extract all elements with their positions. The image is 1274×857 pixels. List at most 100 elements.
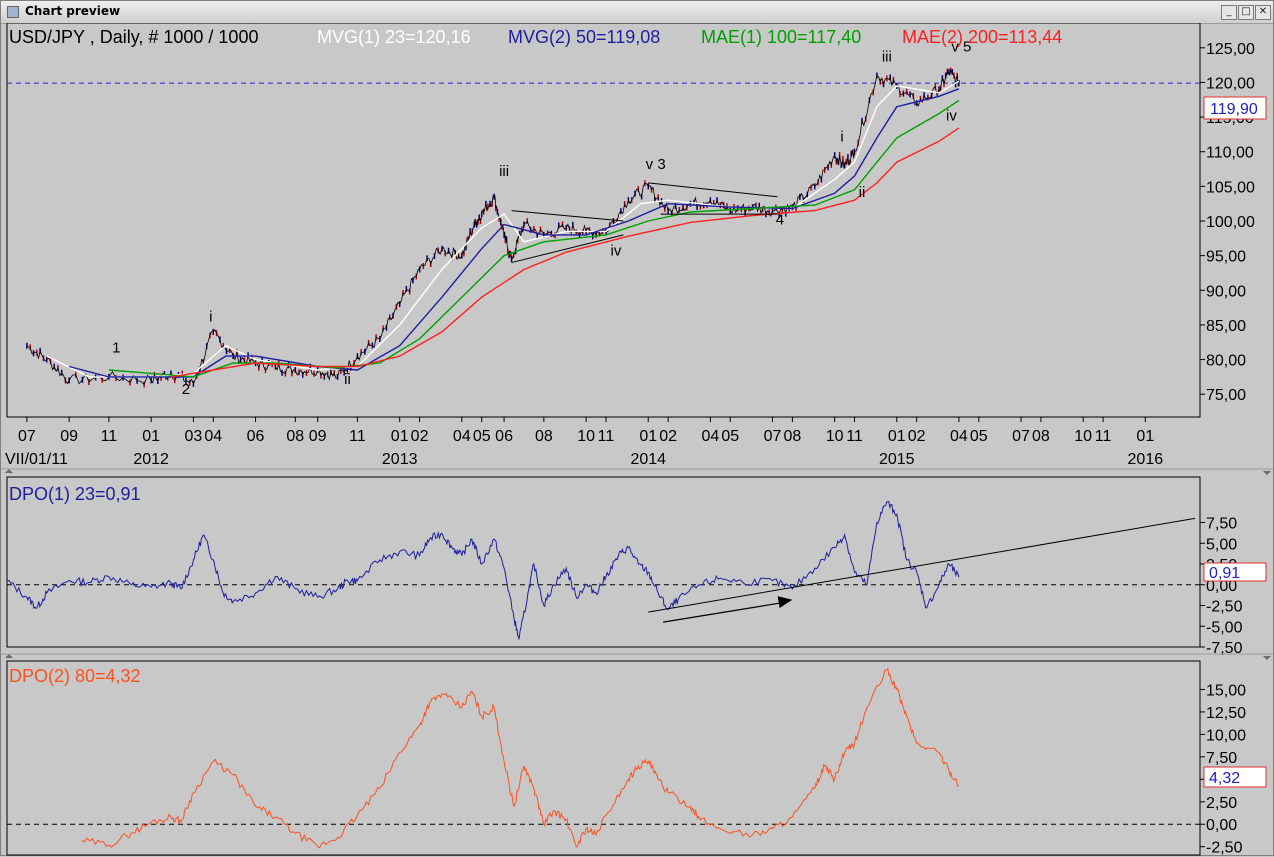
dpo2-current-box bbox=[1203, 766, 1267, 788]
time-tick-label: 05 bbox=[970, 428, 988, 445]
app-icon bbox=[7, 6, 19, 18]
time-tick-label: 02 bbox=[659, 428, 677, 445]
wave-label: 2 bbox=[182, 381, 190, 398]
wave-label: iv bbox=[946, 108, 957, 125]
dpo1-series bbox=[6, 500, 1196, 640]
time-tick-label: 01 bbox=[1136, 428, 1154, 445]
dpo1-line bbox=[6, 500, 960, 640]
price-current-value: 119,90 bbox=[1210, 101, 1258, 118]
time-tick-label: 06 bbox=[247, 428, 265, 445]
year-label: 2016 bbox=[1128, 451, 1164, 468]
dpo1-y-tick-label: 0,00 bbox=[1206, 578, 1237, 595]
trendline bbox=[511, 234, 624, 264]
dpo2-y-tick-label: 2,50 bbox=[1206, 795, 1237, 812]
price-y-tick-label: 75,00 bbox=[1206, 387, 1246, 404]
time-tick-label: 02 bbox=[908, 428, 926, 445]
mvg1-line bbox=[46, 80, 960, 378]
price-current-box bbox=[1203, 96, 1267, 120]
time-tick-label: 05 bbox=[473, 428, 491, 445]
legend-mvg2: MVG(2) 50=119,08 bbox=[508, 27, 660, 47]
dpo1-legend: DPO(1) 23=0,91 bbox=[9, 484, 141, 504]
legend-mae2: MAE(2) 200=113,44 bbox=[902, 27, 1062, 47]
time-tick-label: 10 bbox=[826, 428, 844, 445]
time-tick-label: 01 bbox=[142, 428, 160, 445]
time-tick-label: 03 bbox=[185, 428, 203, 445]
time-tick-label: 08 bbox=[535, 428, 553, 445]
wave-label: i bbox=[840, 128, 843, 145]
time-tick-label: 01 bbox=[391, 428, 409, 445]
price-y-tick-label: 120,00 bbox=[1206, 75, 1255, 92]
time-tick-label: 07 bbox=[1012, 428, 1030, 445]
year-label: 2012 bbox=[133, 451, 169, 468]
wave-label: i bbox=[209, 308, 212, 325]
time-tick-label: 10 bbox=[577, 428, 595, 445]
year-label: 2014 bbox=[630, 451, 666, 468]
price-y-tick-label: 105,00 bbox=[1206, 179, 1255, 196]
time-tick-label: 02 bbox=[411, 428, 429, 445]
dpo2-plot-frame bbox=[6, 660, 1201, 856]
wave-label: iii bbox=[499, 163, 509, 180]
minimize-button[interactable]: _ bbox=[1221, 5, 1237, 20]
trendline bbox=[511, 210, 624, 222]
arrow-head-icon bbox=[777, 596, 793, 608]
price-y-tick-label: 85,00 bbox=[1206, 318, 1246, 335]
time-tick-label: 11 bbox=[1095, 428, 1112, 445]
mvg2-line bbox=[68, 88, 960, 378]
dpo1-current-value: 0,91 bbox=[1209, 565, 1240, 582]
dpo1-y-tick-label: 7,50 bbox=[1206, 516, 1237, 533]
time-tick-label: 09 bbox=[309, 428, 327, 445]
time-tick-label: 01 bbox=[888, 428, 906, 445]
price-panel[interactable]: 75,0080,0085,0090,0095,00100,00105,00110… bbox=[5, 23, 1267, 468]
price-y-axis: 75,00 80,00 85,00 90,00 95,00 100,00 105,00 110… bbox=[1200, 41, 1255, 404]
price-y-tick-label: 100,00 bbox=[1206, 214, 1255, 231]
dpo2-y-tick-label: 7,50 bbox=[1206, 750, 1237, 767]
title-bar[interactable]: Chart preview _ □ ✕ bbox=[1, 1, 1273, 24]
dpo1-panel[interactable]: -7,50-5,00-2,500,002,505,007,50 DPO(1) 2… bbox=[6, 476, 1267, 657]
dpo1-trendline bbox=[648, 517, 1196, 613]
dpo1-plot-frame bbox=[6, 476, 1201, 648]
dpo2-y-tick-label: 0,00 bbox=[1206, 817, 1237, 834]
dpo2-series bbox=[81, 667, 960, 849]
time-axis: 07 09 11 01 03 04 06 08 09 11 01 02 04 05 06 08 10 11 01 02… bbox=[5, 82, 1200, 468]
dpo2-y-tick-label: 12,50 bbox=[1206, 705, 1246, 722]
maximize-button[interactable]: □ bbox=[1238, 5, 1254, 20]
time-tick-label: 08 bbox=[286, 428, 304, 445]
wave-label: ii bbox=[859, 184, 866, 201]
price-series bbox=[26, 67, 960, 388]
year-label: VII/01/11 bbox=[5, 451, 68, 468]
mae1-line bbox=[108, 99, 960, 378]
price-plot-frame bbox=[6, 23, 1201, 418]
price-y-tick-label: 125,00 bbox=[1206, 41, 1255, 58]
time-tick-label: 04 bbox=[453, 428, 471, 445]
dpo2-legend: DPO(2) 80=4,32 bbox=[9, 666, 141, 686]
wave-label: 4 bbox=[776, 211, 784, 228]
dpo1-arrow-line bbox=[663, 602, 783, 623]
wave-label: 1 bbox=[112, 340, 120, 357]
window-title: Chart preview bbox=[25, 4, 121, 18]
time-tick-label: 11 bbox=[846, 428, 863, 445]
time-tick-label: 11 bbox=[598, 428, 615, 445]
time-tick-label: 07 bbox=[764, 428, 782, 445]
dpo1-y-tick-label: -5,00 bbox=[1206, 619, 1243, 636]
price-y-tick-label: 90,00 bbox=[1206, 283, 1246, 300]
dpo1-y-tick-label: 5,00 bbox=[1206, 536, 1237, 553]
dpo2-y-tick-label: 10,00 bbox=[1206, 727, 1246, 744]
time-tick-label: 08 bbox=[783, 428, 801, 445]
dpo1-y-tick-label: -7,50 bbox=[1206, 640, 1243, 657]
time-tick-label: 04 bbox=[204, 428, 222, 445]
chart-area[interactable]: 75,0080,0085,0090,0095,00100,00105,00110… bbox=[1, 23, 1273, 857]
close-button[interactable]: ✕ bbox=[1255, 5, 1271, 20]
dpo2-current-value: 4,32 bbox=[1209, 770, 1240, 787]
panel-splitters[interactable] bbox=[1, 468, 1273, 660]
dpo2-y-tick-label: -2,50 bbox=[1206, 840, 1243, 857]
price-legend: USD/JPY , Daily, # 1000 / 1000 MVG(1) 23… bbox=[9, 27, 1062, 47]
time-tick-label: 11 bbox=[349, 428, 366, 445]
dpo2-y-tick-label: 15,00 bbox=[1206, 682, 1246, 699]
time-tick-label: 11 bbox=[101, 428, 118, 445]
dpo1-current-box bbox=[1203, 562, 1267, 582]
time-tick-label: 07 bbox=[18, 428, 36, 445]
year-label: 2015 bbox=[879, 451, 915, 468]
